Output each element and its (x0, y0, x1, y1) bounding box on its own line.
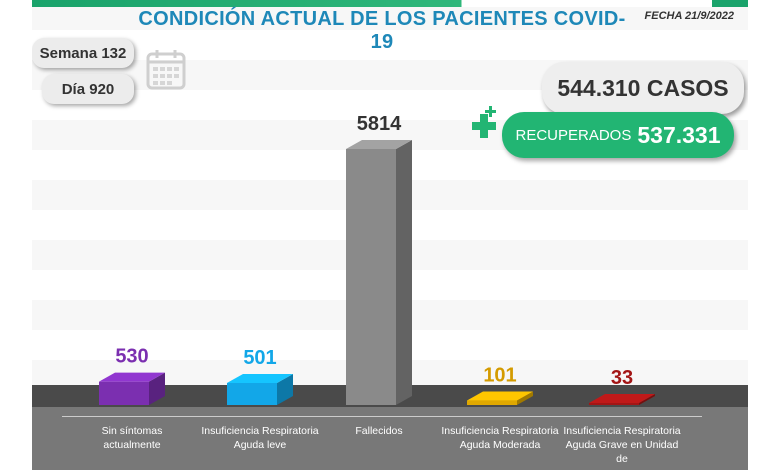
bar-top (227, 373, 293, 383)
bar-chart: 530 501 5814 101 33 (99, 113, 655, 405)
bar-front (589, 403, 639, 405)
bar-front (346, 149, 396, 405)
bar-3 (346, 140, 412, 405)
top-accent-bar (32, 0, 748, 7)
category-label: Sin síntomas actualmente (101, 425, 163, 451)
total-cases-badge: 544.310 CASOS (542, 62, 744, 114)
week-counter: Semana 132 (32, 38, 134, 68)
left-margin (0, 0, 32, 470)
x-axis-line (62, 416, 702, 417)
bar-front (227, 382, 277, 405)
infographic-panel: CONDICIÓN ACTUAL DE LOS PACIENTES COVID-… (32, 0, 748, 470)
bar-side (396, 140, 412, 405)
bar-value-label: 33 (611, 367, 633, 389)
bar-top (99, 372, 165, 382)
date-label: FECHA 21/9/2022 (644, 10, 734, 22)
bar-value-label: 5814 (357, 113, 402, 135)
bar-4 (467, 391, 533, 405)
category-label: Insuficiencia Respiratoria Aguda Grave e… (563, 425, 681, 465)
bar-top (589, 394, 655, 403)
recovered-label: RECUPERADOS (515, 126, 632, 144)
bar-2 (227, 373, 293, 405)
bar-front (99, 381, 149, 405)
bar-top (346, 140, 412, 149)
calendar-icon (146, 50, 186, 90)
page-title: CONDICIÓN ACTUAL DE LOS PACIENTES COVID-… (138, 8, 626, 53)
bar-side (149, 372, 165, 405)
bar-value-label: 101 (483, 365, 516, 387)
right-margin (748, 0, 780, 470)
recovered-value: 537.331 (637, 121, 721, 148)
bar-value-label: 501 (243, 347, 276, 369)
medical-plus-icon (472, 106, 496, 138)
category-label: Insuficiencia Respiratoria Aguda leve (201, 425, 319, 451)
bar-top (467, 391, 533, 401)
bar-side (639, 394, 655, 405)
bar-side (277, 373, 293, 405)
category-label: Insuficiencia Respiratoria Aguda Moderad… (441, 425, 559, 451)
day-counter: Día 920 (42, 74, 134, 104)
bar-side (517, 391, 533, 405)
bar-5 (589, 394, 655, 405)
x-axis-band (32, 407, 748, 470)
bar-1 (99, 372, 165, 405)
bar-value-label: 530 (115, 346, 148, 368)
recovered-badge: RECUPERADOS 537.331 (502, 112, 734, 158)
bar-front (467, 400, 517, 405)
category-label: Fallecidos (355, 425, 403, 437)
